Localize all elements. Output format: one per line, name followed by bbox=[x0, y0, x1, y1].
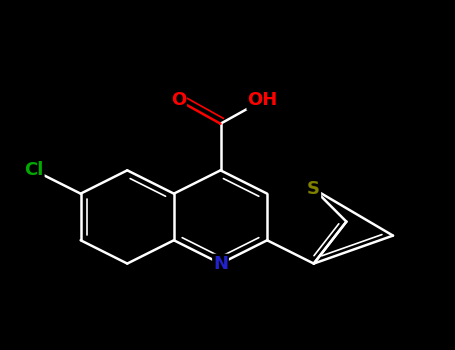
Text: OH: OH bbox=[248, 91, 278, 110]
Text: O: O bbox=[171, 91, 186, 110]
Text: S: S bbox=[307, 180, 320, 198]
Text: Cl: Cl bbox=[24, 161, 44, 179]
Text: N: N bbox=[213, 254, 228, 273]
